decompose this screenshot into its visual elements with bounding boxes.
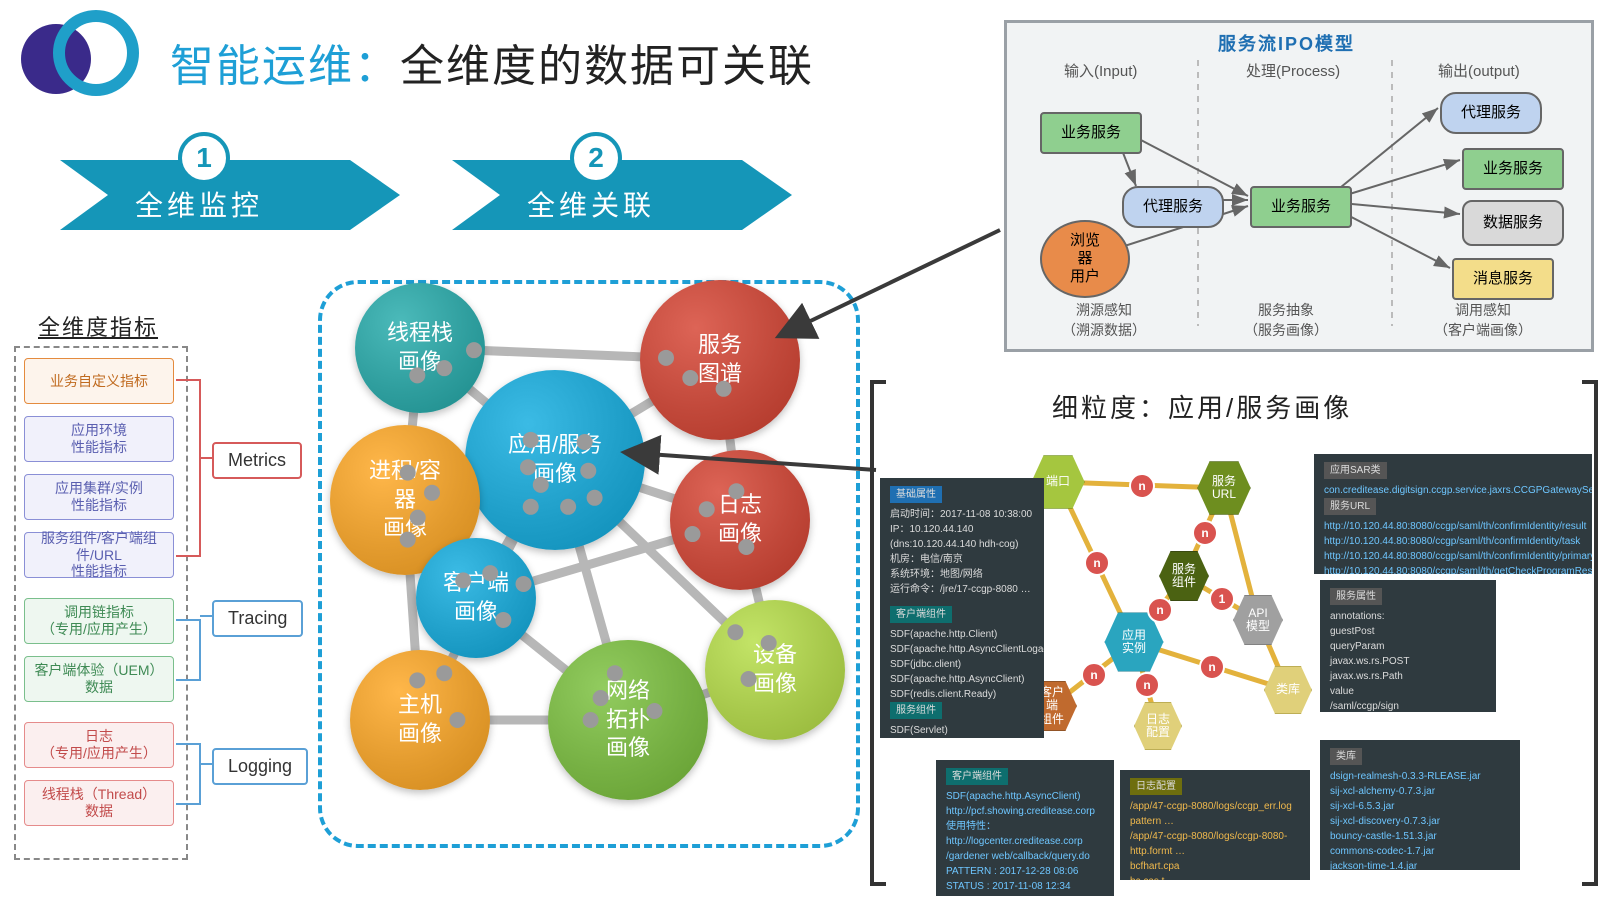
tooltip: 基础属性启动时间：2017-11-08 10:38:00IP：10.120.44…: [880, 478, 1044, 598]
tooltip: 应用SAR类con.creditease.digitsign.ccgp.serv…: [1314, 454, 1592, 574]
edge-count: n: [1129, 473, 1155, 499]
tooltip: 服务属性annotations: guestPost queryParam ja…: [1320, 580, 1496, 712]
tooltip: 日志配置/app/47-ccgp-8080/logs/ccgp_err.log …: [1120, 770, 1310, 880]
edge-count: 1: [1209, 586, 1235, 612]
edge-count: n: [1084, 550, 1110, 576]
edge-count: n: [1147, 597, 1173, 623]
tooltip: 类库dsign-realmesh-0.3.3-RLEASE.jarsij-xcl…: [1320, 740, 1520, 870]
edge-count: n: [1081, 662, 1107, 688]
tooltip: 客户端组件SDF(apache.http.Client)SDF(apache.h…: [880, 598, 1044, 738]
edge-count: n: [1199, 654, 1225, 680]
edge-count: n: [1192, 520, 1218, 546]
edge-count: n: [1134, 672, 1160, 698]
tooltip: 客户端组件SDF(apache.http.AsyncClient) http:/…: [936, 760, 1114, 896]
